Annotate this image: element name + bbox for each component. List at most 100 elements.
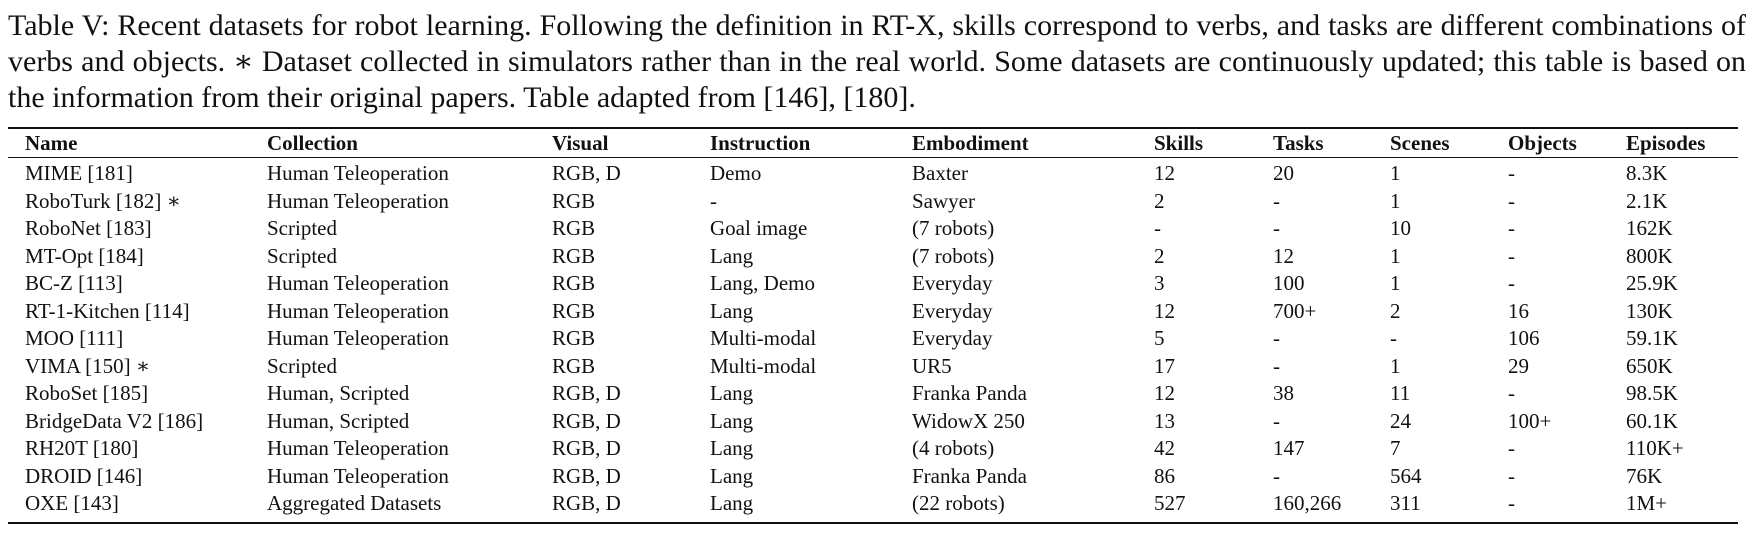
table-cell: 12: [1154, 298, 1175, 323]
table-cell: 564: [1390, 463, 1422, 488]
column-header: Name: [25, 130, 78, 155]
table-cell: Multi-modal: [710, 353, 817, 378]
table-cell: VIMA [150] ∗: [25, 353, 151, 378]
table-row: MT-Opt [184] Scripted RGB Lang (7 robots) 2 12…: [8, 243, 1738, 271]
table-cell: -: [710, 188, 717, 213]
table-cell: RGB, D: [552, 463, 621, 488]
table-row: RH20T [180] Human Teleoperation RGB, D Lang…: [8, 435, 1738, 463]
table-cell: Human Teleoperation: [267, 326, 449, 351]
table-cell: Lang: [710, 491, 754, 516]
table-cell: Lang: [710, 436, 754, 461]
table-cell: BridgeData V2 [186]: [25, 408, 204, 433]
table-cell: 24: [1390, 408, 1411, 433]
table-cell: 650K: [1626, 353, 1673, 378]
table-cell: 7: [1390, 436, 1401, 461]
table-cell: 110K+: [1626, 436, 1684, 461]
table-cell: 1: [1390, 188, 1401, 213]
table-row: MOO [111] Human Teleoperation RGB Multi-mod…: [8, 325, 1738, 353]
table-cell: Franka Panda: [912, 381, 1027, 406]
table-cell: -: [1273, 463, 1280, 488]
table-cell: 38: [1273, 381, 1294, 406]
table-cell: RT-1-Kitchen [114]: [25, 298, 190, 323]
table-cell: Everyday: [912, 271, 993, 296]
table-cell: 700+: [1273, 298, 1317, 323]
table-cell: 25.9K: [1626, 271, 1678, 296]
table-cell: 42: [1154, 436, 1175, 461]
table-cell: Human Teleoperation: [267, 298, 449, 323]
header-row: Name Collection Visual Instruction Embodimen…: [8, 129, 1738, 157]
table-cell: 12: [1154, 161, 1175, 186]
table-cell: Demo: [710, 161, 762, 186]
table-cell: Everyday: [912, 298, 993, 323]
table-cell: 1: [1390, 353, 1401, 378]
table-cell: UR5: [912, 353, 952, 378]
table-cell: Lang: [710, 298, 754, 323]
table-cell: -: [1508, 188, 1515, 213]
table-cell: 20: [1273, 161, 1294, 186]
table-body: MIME [181] Human Teleoperation RGB, D Demo B…: [8, 157, 1738, 518]
table-cell: 17: [1154, 353, 1175, 378]
table-cell: 2: [1154, 188, 1165, 213]
table-cell: 29: [1508, 353, 1529, 378]
table-cell: WidowX 250: [912, 408, 1025, 433]
table-cell: MIME [181]: [25, 161, 133, 186]
table-cell: 76K: [1626, 463, 1663, 488]
table-cell: 800K: [1626, 243, 1673, 268]
table-cell: Human, Scripted: [267, 381, 410, 406]
table-cell: Everyday: [912, 326, 993, 351]
table-cell: (22 robots): [912, 491, 1005, 516]
table-cell: -: [1508, 463, 1515, 488]
table-cell: -: [1273, 408, 1280, 433]
table-cell: Lang: [710, 381, 754, 406]
table-cell: -: [1508, 161, 1515, 186]
table-cell: -: [1273, 326, 1280, 351]
table-row: MIME [181] Human Teleoperation RGB, D Demo B…: [8, 157, 1738, 188]
table-cell: -: [1508, 436, 1515, 461]
table-row: DROID [146] Human Teleoperation RGB, D Lang…: [8, 463, 1738, 491]
table-cell: Franka Panda: [912, 463, 1027, 488]
table-cell: 100: [1273, 271, 1305, 296]
table-cell: -: [1508, 271, 1515, 296]
table-cell: 1: [1390, 243, 1401, 268]
table-row: BC-Z [113] Human Teleoperation RGB Lang, De…: [8, 270, 1738, 298]
column-header: Episodes: [1626, 130, 1706, 155]
table-cell: RoboSet [185]: [25, 381, 149, 406]
table-cell: RGB: [552, 243, 596, 268]
table-cell: 527: [1154, 491, 1186, 516]
table-cell: RGB, D: [552, 408, 621, 433]
table-cell: RGB: [552, 216, 596, 241]
table-cell: (7 robots): [912, 216, 995, 241]
table-cell: 2: [1154, 243, 1165, 268]
table-cell: RGB, D: [552, 161, 621, 186]
table-cell: -: [1154, 216, 1161, 241]
table-row: RoboNet [183] Scripted RGB Goal image (7 rob…: [8, 215, 1738, 243]
table-row: VIMA [150] ∗ Scripted RGB Multi-modal UR5 17 -…: [8, 353, 1738, 381]
table-cell: RGB, D: [552, 436, 621, 461]
table-cell: (7 robots): [912, 243, 995, 268]
table-cell: RGB: [552, 353, 596, 378]
column-header: Embodiment: [912, 130, 1029, 155]
table-cell: 3: [1154, 271, 1165, 296]
table-cell: 130K: [1626, 298, 1673, 323]
table-cell: -: [1508, 243, 1515, 268]
table-cell: 59.1K: [1626, 326, 1678, 351]
table-cell: 5: [1154, 326, 1165, 351]
table-cell: 147: [1273, 436, 1305, 461]
table-cell: 12: [1154, 381, 1175, 406]
table-row: BridgeData V2 [186] Human, Scripted RGB, D…: [8, 408, 1738, 436]
table-row: RT-1-Kitchen [114] Human Teleoperation RGB…: [8, 298, 1738, 326]
table-row: RoboSet [185] Human, Scripted RGB, D Lang Fr…: [8, 380, 1738, 408]
table-cell: 311: [1390, 491, 1421, 516]
table-cell: Human Teleoperation: [267, 188, 449, 213]
table-cell: 11: [1390, 381, 1411, 406]
column-header: Skills: [1154, 130, 1204, 155]
column-header: Objects: [1508, 130, 1577, 155]
table-cell: RGB: [552, 271, 596, 296]
table-cell: -: [1508, 491, 1515, 516]
table-cell: MOO [111]: [25, 326, 124, 351]
table-cell: Scripted: [267, 353, 337, 378]
table-cell: (4 robots): [912, 436, 995, 461]
table-caption: Table V: Recent datasets for robot learn…: [8, 9, 1746, 114]
table-cell: RoboNet [183]: [25, 216, 152, 241]
table-cell: Lang: [710, 408, 754, 433]
